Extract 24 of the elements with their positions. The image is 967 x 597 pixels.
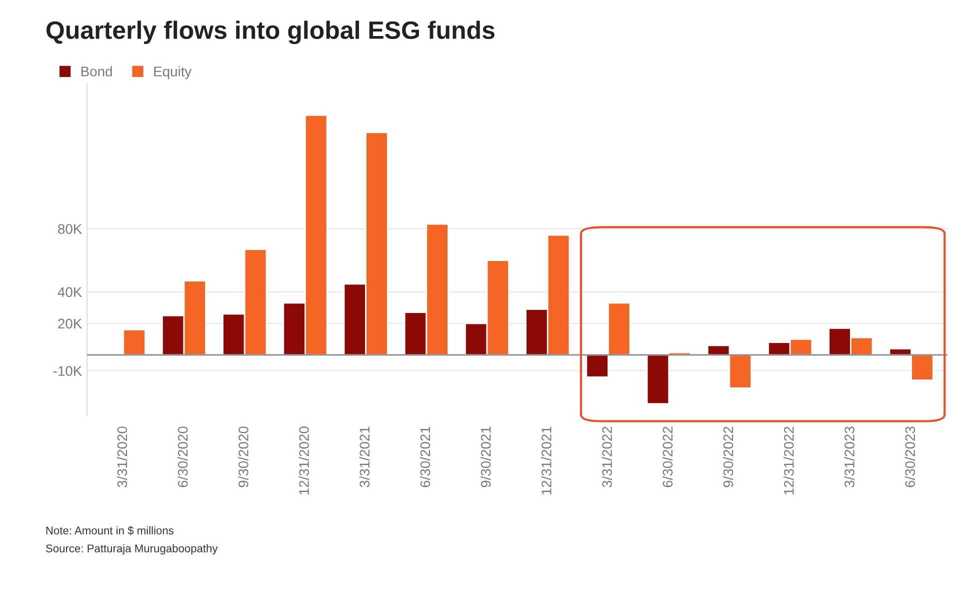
x-tick-label: 12/31/2022: [784, 426, 794, 494]
y-tick-label: 80K: [58, 224, 82, 234]
x-tick-label: 3/31/2022: [602, 426, 612, 488]
y-tick-label: 20K: [58, 318, 82, 329]
x-tick-label: 6/30/2021: [420, 426, 430, 488]
y-tick-label: -10K: [53, 366, 82, 376]
x-tick-label: 9/30/2022: [723, 426, 734, 488]
x-tick-label: 12/31/2020: [298, 426, 309, 494]
bar: [122, 329, 146, 356]
source-note: Source: Patturaja Murugaboopathy: [46, 544, 218, 555]
x-tick-label: 3/31/2021: [359, 426, 370, 488]
x-tick-label: 12/31/2021: [541, 426, 552, 494]
y-tick-label: 40K: [58, 287, 82, 298]
legend-label: Bond: [81, 66, 112, 76]
chart-title: Quarterly flows into global ESG funds: [46, 20, 494, 44]
x-tick-label: 3/31/2020: [116, 426, 128, 488]
x-tick-label: 3/31/2023: [844, 426, 854, 488]
x-tick-label: 6/30/2023: [904, 426, 916, 488]
x-tick-label: 6/30/2020: [178, 426, 188, 488]
x-tick-label: 6/30/2022: [662, 426, 673, 488]
x-tick-label: 9/30/2021: [480, 426, 491, 488]
text: Note: Amount in $ millions: [46, 526, 174, 536]
legend-label: Equity: [154, 66, 192, 80]
x-tick-label: 9/30/2020: [238, 426, 248, 488]
